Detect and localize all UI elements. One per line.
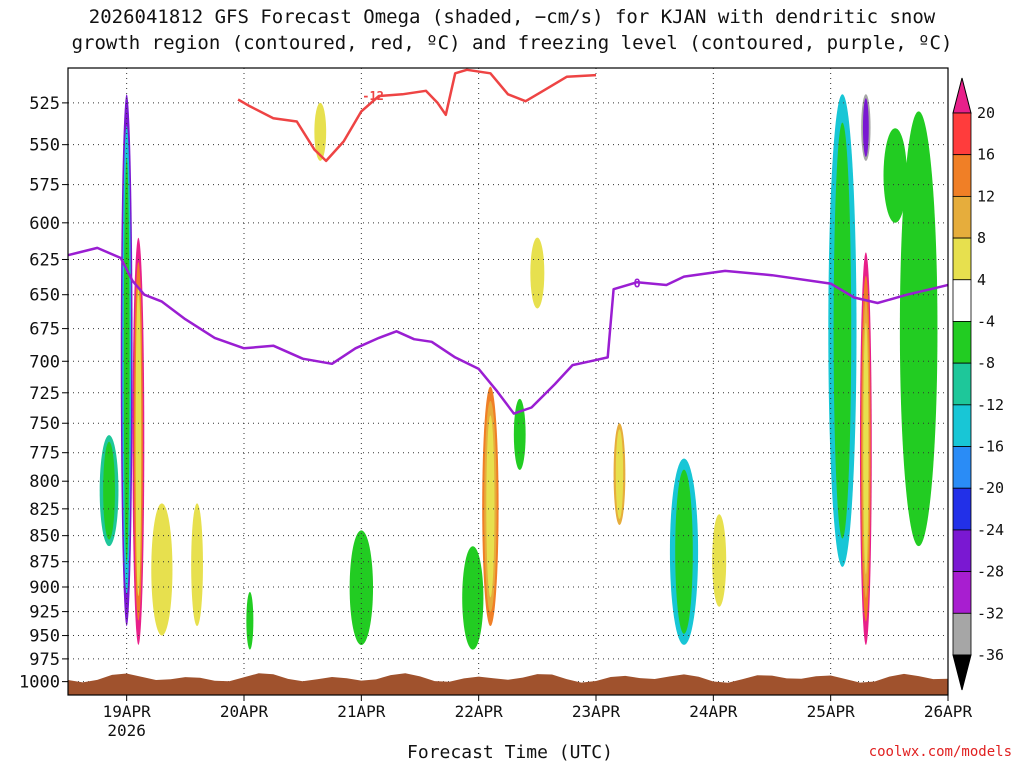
colorbar-bin-8 [952, 404, 972, 447]
y-tick-label-1000: 1000 [19, 673, 60, 693]
contour-line-0 [237, 68, 597, 163]
omega-blob-14-level-0 [712, 514, 727, 607]
colorbar-top-arrow [952, 77, 972, 114]
omega-blob-2-level-1 [103, 441, 115, 540]
omega-blob-1-level-2 [135, 286, 142, 597]
y-tick-label-650: 650 [29, 286, 60, 306]
y-tick-label-700: 700 [29, 352, 60, 372]
colorbar-label-2: 12 [977, 187, 995, 205]
colorbar-bin-5 [952, 279, 972, 322]
colorbar-label-1: 16 [977, 146, 995, 164]
y-tick-label-725: 725 [29, 384, 60, 404]
omega-blob-7-level-1 [354, 537, 369, 639]
contour-line-1 [68, 246, 948, 415]
plot-area [68, 68, 948, 695]
colorbar-bin-2 [952, 154, 972, 197]
colorbar-label-8: -16 [977, 438, 1004, 456]
y-tick-label-600: 600 [29, 214, 60, 234]
colorbar-bin-12 [952, 571, 972, 614]
omega-blob-16-level-1 [862, 98, 869, 157]
terrain-fill [68, 673, 948, 695]
omega-blob-6-level-0 [314, 102, 327, 161]
x-tick-label-21APR: 21APR [337, 702, 386, 721]
x-tick-sublabel-19APR: 2026 [107, 721, 146, 740]
contour-label-1: 0 [633, 277, 640, 291]
y-tick-label-800: 800 [29, 472, 60, 492]
omega-blob-13-level-1 [675, 469, 693, 634]
y-tick-label-900: 900 [29, 578, 60, 598]
colorbar-label-13: -36 [977, 646, 1004, 664]
omega-blob-18-level-0 [883, 128, 907, 223]
colorbar-label-6: -8 [977, 354, 995, 372]
omega-blob-3-level-0 [151, 503, 173, 636]
colorbar-bin-4 [952, 237, 972, 281]
y-tick-label-875: 875 [29, 553, 60, 573]
colorbar-label-10: -24 [977, 521, 1004, 539]
omega-blob-15-level-1 [833, 122, 852, 539]
x-tick-label-23APR: 23APR [572, 702, 621, 721]
colorbar-label-4: 4 [977, 271, 986, 289]
y-tick-label-975: 975 [29, 650, 60, 670]
colorbar-bin-7 [952, 362, 972, 406]
x-tick-label-19APR: 19APR [103, 702, 152, 721]
omega-blob-8-level-1 [466, 552, 480, 644]
y-tick-label-550: 550 [29, 136, 60, 156]
contour-label-0: -12 [362, 89, 384, 103]
colorbar-label-3: 8 [977, 229, 986, 247]
omega-blob-10-level-0 [513, 398, 526, 470]
colorbar-bin-3 [952, 195, 972, 239]
chart-title-line1: 2026041812 GFS Forecast Omega (shaded, −… [88, 6, 936, 28]
colorbar-label-5: -4 [977, 312, 995, 330]
omega-blob-12-level-1 [615, 429, 624, 519]
omega-blob-17-level-3 [863, 322, 869, 575]
y-tick-label-575: 575 [29, 176, 60, 196]
colorbar-bottom-arrow [952, 654, 972, 691]
colorbar-bin-13 [952, 612, 972, 656]
x-tick-label-22APR: 22APR [455, 702, 504, 721]
site-credit: coolwx.com/models [868, 744, 1012, 760]
chart-title-line2: growth region (contoured, red, ºC) and f… [71, 32, 953, 54]
colorbar-bin-11 [952, 529, 972, 573]
y-tick-label-850: 850 [29, 527, 60, 547]
x-tick-label-26APR: 26APR [924, 702, 973, 721]
omega-blob-5-level-0 [246, 592, 254, 650]
x-axis-title: Forecast Time (UTC) [407, 742, 613, 763]
y-tick-label-775: 775 [29, 444, 60, 464]
y-tick-label-675: 675 [29, 320, 60, 340]
colorbar-bin-6 [952, 321, 972, 364]
y-tick-label-750: 750 [29, 414, 60, 434]
y-tick-label-525: 525 [29, 94, 60, 114]
omega-blob-11-level-0 [530, 237, 545, 309]
y-tick-label-625: 625 [29, 250, 60, 270]
colorbar-bin-10 [952, 487, 972, 531]
colorbar-label-0: 20 [977, 104, 995, 122]
colorbar-label-9: -20 [977, 479, 1004, 497]
x-tick-label-25APR: 25APR [807, 702, 856, 721]
y-tick-label-950: 950 [29, 627, 60, 647]
omega-blob-9-level-2 [486, 415, 495, 598]
colorbar-label-11: -28 [977, 563, 1004, 581]
omega-blob-4-level-0 [191, 503, 203, 627]
x-tick-label-20APR: 20APR [220, 702, 269, 721]
plot-frame [67, 67, 949, 696]
x-tick-label-24APR: 24APR [689, 702, 738, 721]
colorbar-bin-9 [952, 446, 972, 489]
colorbar-label-7: -12 [977, 396, 1004, 414]
colorbar-bin-1 [952, 112, 972, 156]
y-tick-label-925: 925 [29, 603, 60, 623]
y-tick-label-825: 825 [29, 500, 60, 520]
colorbar-label-12: -32 [977, 604, 1004, 622]
